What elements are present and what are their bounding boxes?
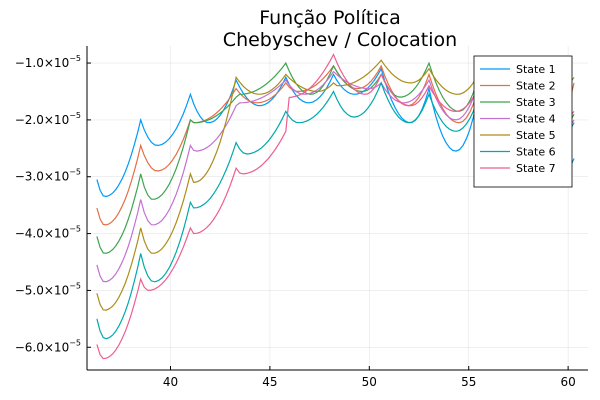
legend-box — [473, 55, 573, 188]
legend-label-state-5: State 5 — [516, 129, 556, 142]
chart-subtitle: Chebyschev / Colocation — [223, 29, 457, 51]
plot-area: 40 45 50 55 60 −6.0×10−5 −5.0×10−5 −4.0×10−5 −3.… — [15, 46, 588, 389]
x-tick-label: 60 — [560, 375, 575, 389]
x-tick-label: 45 — [262, 375, 277, 389]
legend-label-state-6: State 6 — [516, 146, 556, 159]
y-tick-label: −2.0×10−5 — [15, 111, 81, 127]
legend-label-state-7: State 7 — [516, 162, 556, 175]
legend-label-state-3: State 3 — [516, 96, 556, 109]
legend-label-state-4: State 4 — [516, 113, 556, 126]
y-tick-label: −3.0×10−5 — [15, 168, 81, 184]
legend-label-state-1: State 1 — [516, 63, 556, 76]
legend: State 1 State 2 State 3 State 4 State 5 State… — [473, 55, 573, 188]
x-tick-label: 40 — [163, 375, 178, 389]
y-tick-label: −6.0×10−5 — [15, 338, 81, 354]
y-tick-label: −5.0×10−5 — [15, 281, 81, 297]
x-tick-label: 50 — [362, 375, 377, 389]
legend-label-state-2: State 2 — [516, 80, 556, 93]
x-tick-label: 55 — [461, 375, 476, 389]
y-tick-label: −4.0×10−5 — [15, 225, 81, 241]
chart-title: Função Política — [259, 7, 401, 29]
y-tick-label: −1.0×10−5 — [15, 54, 81, 70]
